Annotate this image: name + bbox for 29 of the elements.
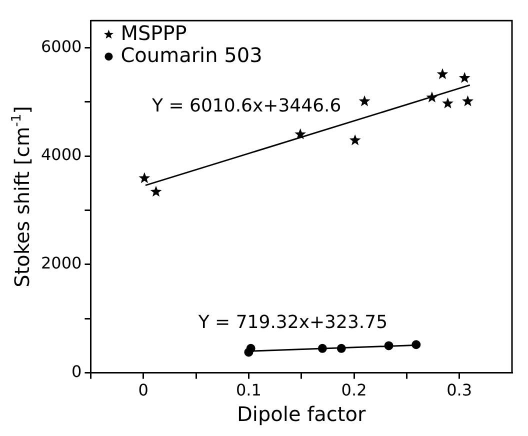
point	[318, 344, 327, 353]
annotation: Y = 6010.6x+3446.6	[150, 96, 342, 117]
point	[294, 128, 306, 140]
x-axis-title: Dipole factor	[237, 402, 366, 426]
x-tick-label: 0	[138, 380, 148, 400]
point	[138, 172, 150, 184]
x-tick-label: 0.1	[236, 380, 262, 400]
point	[412, 340, 421, 350]
y-axis-title: Stokes shift [cm-1]	[9, 106, 34, 288]
point	[150, 186, 162, 197]
point	[358, 95, 370, 106]
legend-label: MSPPP	[120, 20, 187, 45]
y-tick-label: 0	[72, 362, 82, 381]
annotation: Y = 719.32x+323.75	[197, 312, 388, 334]
point	[436, 68, 448, 80]
point	[458, 72, 470, 83]
point	[384, 341, 394, 350]
legend-label: Coumarin 503	[120, 42, 262, 67]
point	[246, 344, 256, 353]
y-tick-label: 4000	[41, 145, 82, 164]
point	[426, 92, 438, 102]
point	[442, 98, 454, 108]
y-tick-label: 2000	[41, 254, 82, 273]
point	[336, 344, 346, 353]
point	[349, 134, 361, 146]
point	[462, 95, 474, 106]
x-tick-label: 0.2	[341, 380, 367, 400]
y-tick-label: 6000	[41, 36, 82, 56]
x-tick-label: 0.3	[446, 380, 472, 400]
